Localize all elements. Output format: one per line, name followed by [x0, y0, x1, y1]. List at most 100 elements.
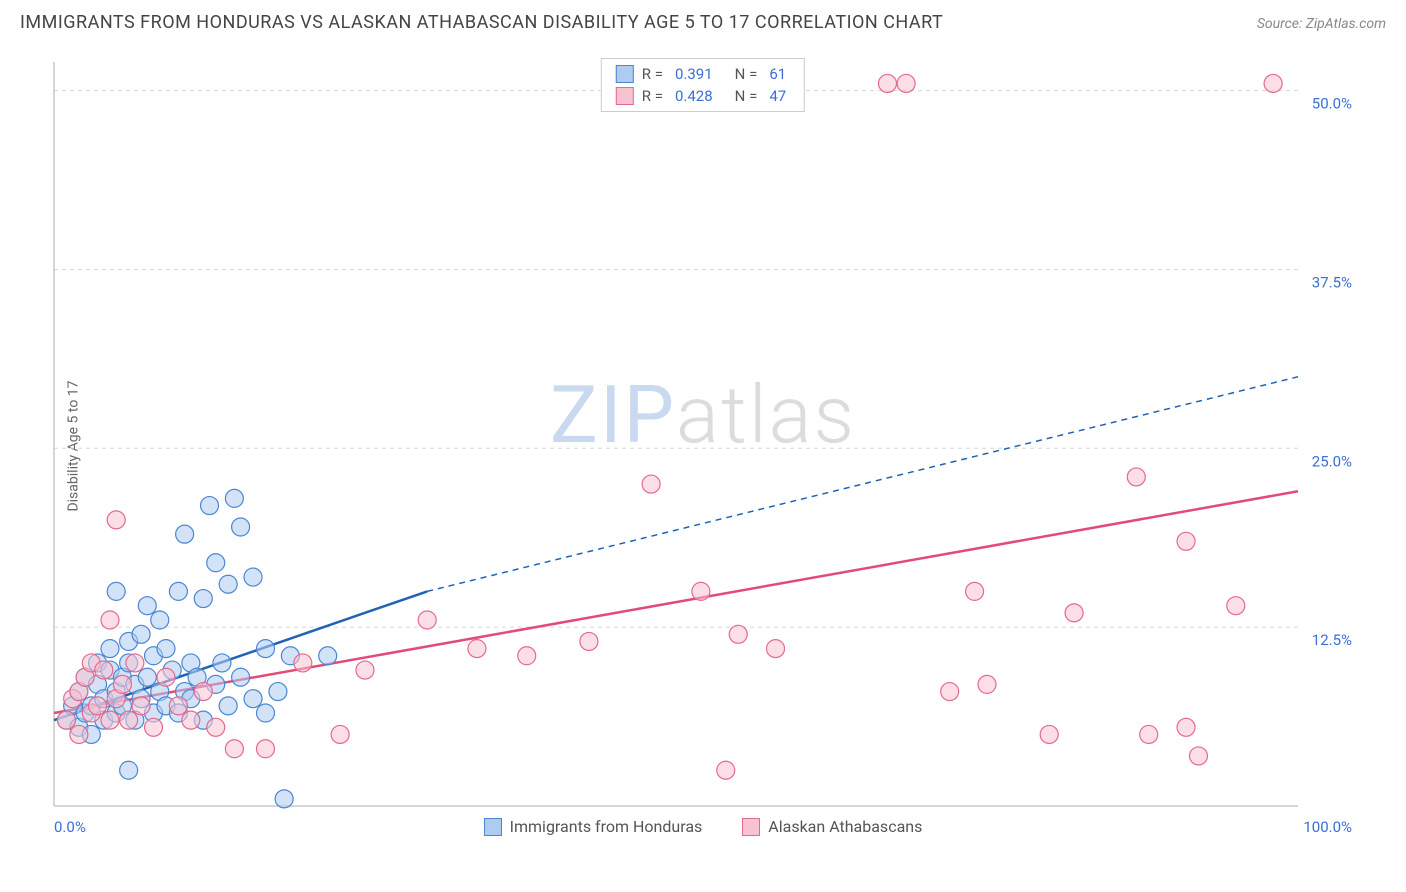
point-honduras [207, 554, 225, 572]
x-axis-max-label: 100.0% [1303, 818, 1352, 836]
point-honduras [256, 704, 274, 722]
point-honduras [176, 525, 194, 543]
chart-title: IMMIGRANTS FROM HONDURAS VS ALASKAN ATHA… [20, 12, 943, 33]
legend-r-label: R = [642, 87, 663, 105]
point-honduras [138, 668, 156, 686]
legend-n-label: N = [735, 65, 758, 83]
point-honduras [138, 597, 156, 615]
point-honduras [120, 761, 138, 779]
point-honduras [232, 518, 250, 536]
point-athabascan [897, 74, 915, 92]
point-athabascan [1189, 747, 1207, 765]
point-athabascan [1264, 74, 1282, 92]
point-athabascan [1227, 597, 1245, 615]
point-honduras [219, 575, 237, 593]
legend-r-value-honduras: 0.391 [675, 65, 713, 83]
legend-swatch-athabascan [616, 87, 634, 105]
point-athabascan [1040, 725, 1058, 743]
point-athabascan [256, 740, 274, 758]
point-athabascan [418, 611, 436, 629]
point-athabascan [468, 640, 486, 658]
point-athabascan [692, 582, 710, 600]
point-honduras [169, 582, 187, 600]
point-honduras [194, 590, 212, 608]
point-honduras [232, 668, 250, 686]
y-tick-label: 12.5% [1312, 631, 1352, 649]
point-honduras [275, 790, 293, 808]
point-athabascan [294, 654, 312, 672]
correlation-legend: R =0.391N =61R =0.428N =47 [601, 58, 805, 112]
point-athabascan [194, 683, 212, 701]
chart-area: 12.5%25.0%37.5%50.0% ZIPatlas R =0.391N … [48, 56, 1358, 836]
series-swatch-honduras [484, 818, 502, 836]
point-athabascan [182, 711, 200, 729]
point-athabascan [1140, 725, 1158, 743]
point-athabascan [717, 761, 735, 779]
point-athabascan [169, 697, 187, 715]
point-athabascan [518, 647, 536, 665]
point-athabascan [225, 740, 243, 758]
point-athabascan [1177, 718, 1195, 736]
point-athabascan [941, 683, 959, 701]
point-athabascan [356, 661, 374, 679]
point-athabascan [120, 711, 138, 729]
point-honduras [244, 690, 262, 708]
point-honduras [151, 611, 169, 629]
legend-swatch-honduras [616, 65, 634, 83]
series-label-athabascan: Alaskan Athabascans [768, 817, 922, 836]
point-honduras [107, 582, 125, 600]
y-tick-label: 37.5% [1312, 273, 1352, 291]
point-honduras [201, 497, 219, 515]
scatter-plot: 12.5% 25.0% 37.5% 50.0% [48, 56, 1358, 836]
y-tick-label: 25.0% [1312, 452, 1352, 470]
point-athabascan [1127, 468, 1145, 486]
point-honduras [269, 683, 287, 701]
legend-n-value-athabascan: 47 [769, 87, 786, 105]
point-athabascan [966, 582, 984, 600]
y-tick-label: 50.0% [1312, 95, 1352, 113]
point-honduras [157, 640, 175, 658]
legend-row-honduras: R =0.391N =61 [602, 63, 804, 85]
legend-r-label: R = [642, 65, 663, 83]
point-athabascan [95, 661, 113, 679]
legend-n-label: N = [735, 87, 758, 105]
source-label: Source: ZipAtlas.com [1257, 16, 1386, 32]
point-athabascan [126, 654, 144, 672]
series-swatch-athabascan [742, 818, 760, 836]
point-athabascan [89, 697, 107, 715]
point-athabascan [157, 668, 175, 686]
point-athabascan [978, 675, 996, 693]
point-athabascan [580, 632, 598, 650]
series-label-honduras: Immigrants from Honduras [510, 817, 703, 836]
point-athabascan [132, 697, 150, 715]
point-athabascan [331, 725, 349, 743]
point-honduras [132, 625, 150, 643]
point-honduras [213, 654, 231, 672]
point-athabascan [207, 718, 225, 736]
legend-r-value-athabascan: 0.428 [675, 87, 713, 105]
point-athabascan [113, 675, 131, 693]
point-athabascan [101, 711, 119, 729]
series-legend-item-honduras: Immigrants from Honduras [484, 817, 703, 836]
trend-line-honduras-dashed [427, 377, 1298, 592]
point-athabascan [145, 718, 163, 736]
point-athabascan [107, 511, 125, 529]
point-athabascan [767, 640, 785, 658]
point-honduras [244, 568, 262, 586]
point-athabascan [70, 725, 88, 743]
point-honduras [101, 640, 119, 658]
point-honduras [319, 647, 337, 665]
point-athabascan [101, 611, 119, 629]
point-honduras [219, 697, 237, 715]
point-athabascan [729, 625, 747, 643]
series-legend-item-athabascan: Alaskan Athabascans [742, 817, 922, 836]
point-athabascan [1177, 532, 1195, 550]
point-athabascan [57, 711, 75, 729]
legend-row-athabascan: R = 0.428 N = 47 [602, 85, 804, 107]
point-athabascan [642, 475, 660, 493]
x-axis-min-label: 0.0% [54, 818, 86, 836]
point-athabascan [878, 74, 896, 92]
point-athabascan [1065, 604, 1083, 622]
point-honduras [256, 640, 274, 658]
series-legend: 0.0% Immigrants from Honduras Alaskan Ath… [48, 817, 1358, 836]
